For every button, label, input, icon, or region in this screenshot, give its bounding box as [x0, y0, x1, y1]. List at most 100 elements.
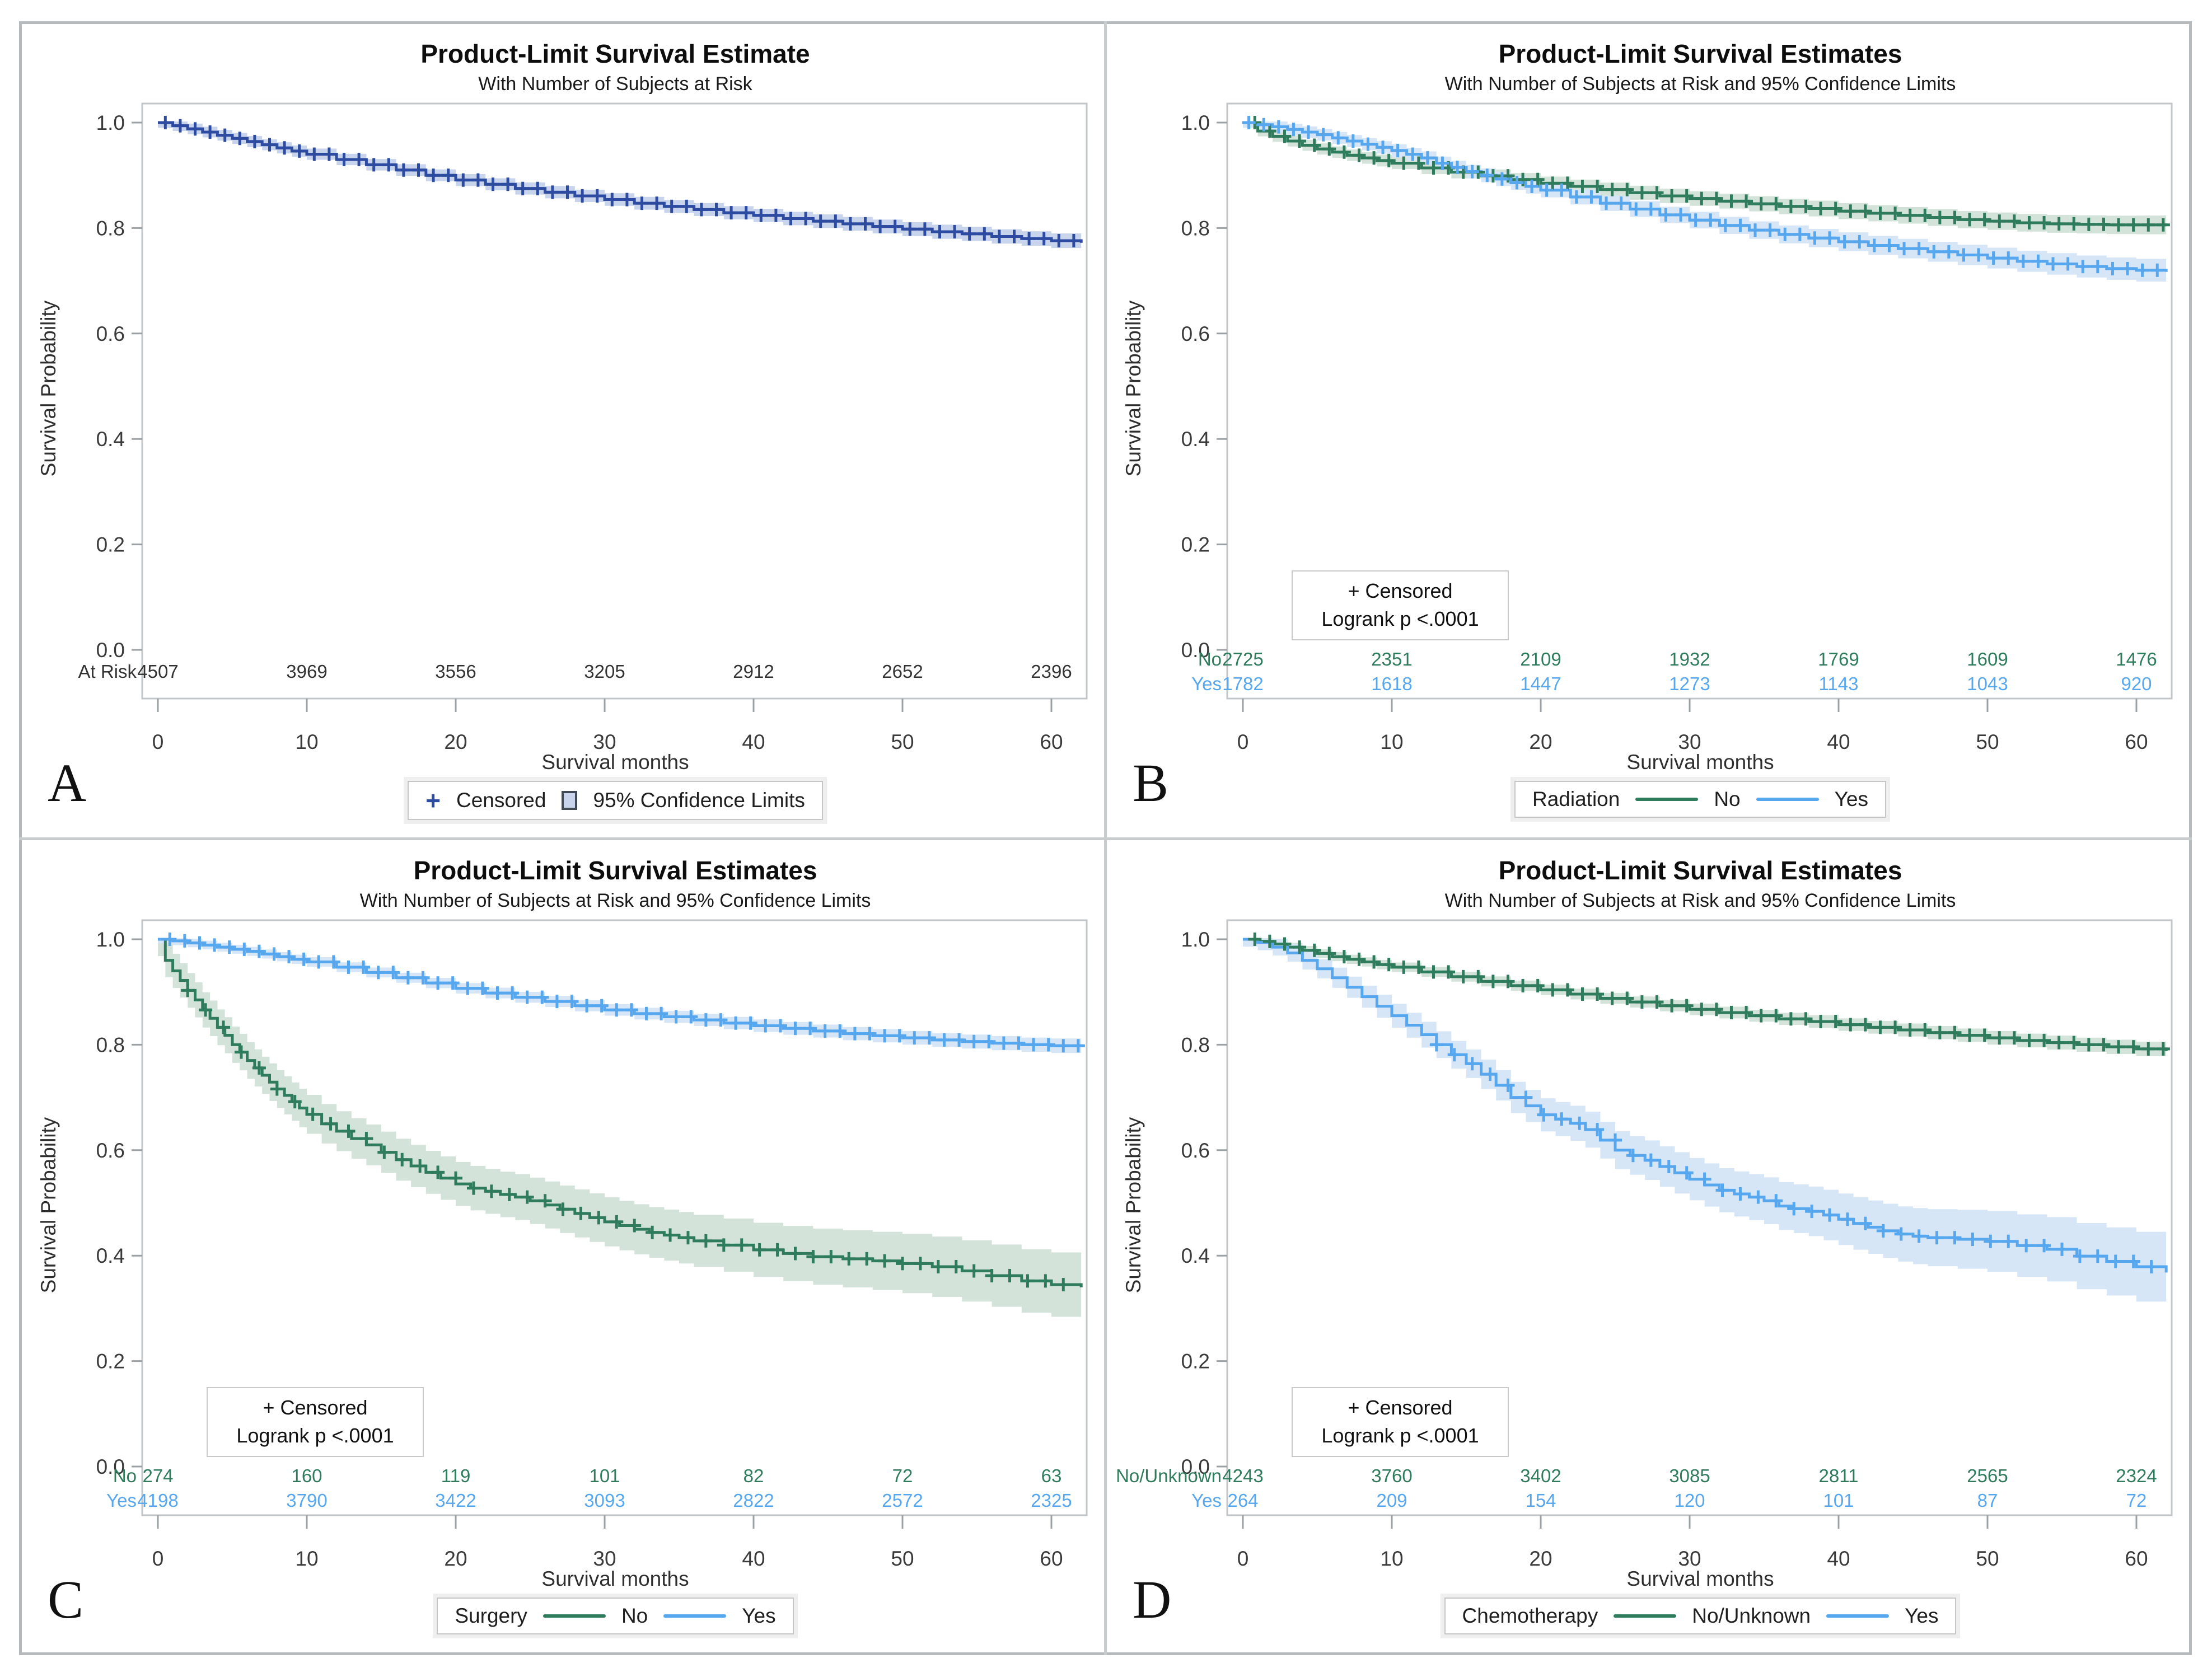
svg-text:209: 209 [1376, 1490, 1407, 1511]
svg-text:60: 60 [1040, 1547, 1063, 1570]
svg-text:0.0: 0.0 [96, 639, 125, 662]
panel-b-letter: B [1133, 753, 1169, 813]
legend-yes-label: Yes [1834, 788, 1869, 811]
svg-text:3556: 3556 [435, 661, 476, 682]
logrank-p-value: Logrank p <.0001 [236, 1424, 394, 1448]
panel-a-legend: + Censored 95% Confidence Limits [142, 781, 1088, 820]
svg-text:0.2: 0.2 [1181, 1350, 1210, 1373]
panel-b-legend-box: Radiation No Yes [1514, 781, 1887, 818]
green-line-swatch-icon [543, 1614, 606, 1618]
panel-c-x-axis-label: Survival months [541, 1567, 689, 1590]
svg-text:0.2: 0.2 [96, 533, 125, 556]
panel-a-legend-box: + Censored 95% Confidence Limits [408, 781, 823, 820]
svg-text:2324: 2324 [2116, 1465, 2157, 1486]
confidence-limits-swatch-icon [562, 791, 578, 810]
svg-text:2811: 2811 [1819, 1465, 1859, 1486]
svg-text:60: 60 [1040, 730, 1063, 753]
legend-no-unknown-label: No/Unknown [1692, 1604, 1811, 1627]
svg-text:10: 10 [295, 730, 318, 753]
panel-d-legend-box: Chemotherapy No/Unknown Yes [1444, 1598, 1957, 1634]
svg-text:0.8: 0.8 [1181, 1033, 1210, 1056]
panel-d-legend: Chemotherapy No/Unknown Yes [1227, 1598, 2173, 1634]
censored-note: + Censored [263, 1396, 368, 1419]
censored-plus-icon: + [425, 786, 441, 815]
svg-text:63: 63 [1041, 1465, 1062, 1486]
blue-line-swatch-icon [1756, 798, 1819, 801]
svg-text:10: 10 [1380, 1547, 1403, 1570]
green-line-swatch-icon [1614, 1614, 1677, 1618]
green-line-swatch-icon [1635, 798, 1699, 801]
svg-text:0.4: 0.4 [96, 1244, 125, 1267]
panel-c-letter: C [48, 1570, 84, 1629]
svg-text:0.2: 0.2 [1181, 533, 1210, 556]
svg-text:0.6: 0.6 [1181, 322, 1210, 345]
legend-censored-label: Censored [456, 789, 546, 812]
svg-text:1447: 1447 [1520, 673, 1561, 694]
panel-b-subtitle: With Number of Subjects at Risk and 95% … [1444, 73, 1956, 95]
svg-text:1273: 1273 [1669, 673, 1710, 694]
svg-text:0.4: 0.4 [1181, 428, 1210, 451]
panel-d: Product-Limit Survival Estimates With Nu… [1107, 841, 2189, 1655]
panel-d-subtitle: With Number of Subjects at Risk and 95% … [1444, 890, 1956, 911]
svg-text:0.4: 0.4 [96, 428, 125, 451]
svg-text:4243: 4243 [1222, 1465, 1263, 1486]
svg-text:0.4: 0.4 [1181, 1244, 1210, 1267]
svg-text:3402: 3402 [1520, 1465, 1561, 1486]
svg-text:154: 154 [1525, 1490, 1556, 1511]
legend-group-title: Surgery [455, 1604, 527, 1627]
svg-text:2351: 2351 [1371, 649, 1412, 669]
panel-b-plot-canvas: 1.0 0.8 0.6 0.4 0.2 0.0 0 10 20 30 40 50 60 No 2725 235… [1181, 102, 2173, 753]
legend-yes-label: Yes [742, 1604, 776, 1627]
svg-text:2822: 2822 [733, 1490, 774, 1511]
svg-text:4198: 4198 [137, 1490, 178, 1511]
svg-text:119: 119 [441, 1465, 471, 1486]
svg-text:2396: 2396 [1031, 661, 1072, 682]
svg-text:1769: 1769 [1818, 649, 1859, 669]
censored-note: + Censored [1348, 1396, 1453, 1419]
svg-text:40: 40 [742, 1547, 765, 1570]
svg-text:0: 0 [1237, 730, 1249, 753]
svg-text:2652: 2652 [882, 661, 923, 682]
svg-text:Yes: Yes [1191, 673, 1222, 694]
svg-text:20: 20 [444, 1547, 467, 1570]
svg-text:0.0: 0.0 [1181, 1455, 1210, 1478]
svg-text:40: 40 [1827, 1547, 1850, 1570]
svg-text:1932: 1932 [1669, 649, 1710, 669]
panel-a: Product-Limit Survival Estimate With Num… [22, 24, 1104, 838]
svg-text:101: 101 [1823, 1490, 1854, 1511]
legend-no-label: No [1714, 788, 1741, 811]
svg-text:72: 72 [2126, 1490, 2147, 1511]
panel-c-legend: Surgery No Yes [142, 1598, 1088, 1634]
svg-text:1.0: 1.0 [1181, 928, 1210, 951]
panel-b: Product-Limit Survival Estimates With Nu… [1107, 24, 2189, 838]
svg-text:20: 20 [1529, 1547, 1552, 1570]
svg-text:160: 160 [291, 1465, 322, 1486]
svg-text:3790: 3790 [286, 1490, 327, 1511]
blue-line-swatch-icon [1826, 1614, 1890, 1618]
svg-text:0.8: 0.8 [96, 1033, 125, 1056]
svg-text:No: No [1198, 649, 1222, 669]
svg-text:1782: 1782 [1222, 673, 1263, 694]
panel-divider-horizontal [19, 837, 2192, 840]
svg-text:30: 30 [1678, 730, 1701, 753]
svg-text:2725: 2725 [1222, 649, 1263, 669]
svg-text:40: 40 [1827, 730, 1850, 753]
svg-text:50: 50 [1976, 730, 1999, 753]
svg-text:4507: 4507 [137, 661, 178, 682]
svg-text:1043: 1043 [1967, 673, 2008, 694]
legend-ci-label: 95% Confidence Limits [593, 789, 805, 812]
panel-d-title: Product-Limit Survival Estimates [1498, 856, 1902, 885]
svg-text:0.8: 0.8 [96, 217, 125, 240]
svg-text:1.0: 1.0 [96, 111, 125, 134]
panel-b-legend: Radiation No Yes [1227, 781, 2173, 818]
svg-text:82: 82 [743, 1465, 764, 1486]
svg-text:920: 920 [2121, 673, 2152, 694]
svg-text:1618: 1618 [1371, 673, 1412, 694]
svg-text:30: 30 [593, 730, 616, 753]
svg-text:3760: 3760 [1371, 1465, 1412, 1486]
panel-c-subtitle: With Number of Subjects at Risk and 95% … [359, 890, 871, 911]
svg-text:87: 87 [1977, 1490, 1998, 1511]
svg-text:1.0: 1.0 [1181, 111, 1210, 134]
panel-d-x-axis-label: Survival months [1626, 1567, 1774, 1590]
